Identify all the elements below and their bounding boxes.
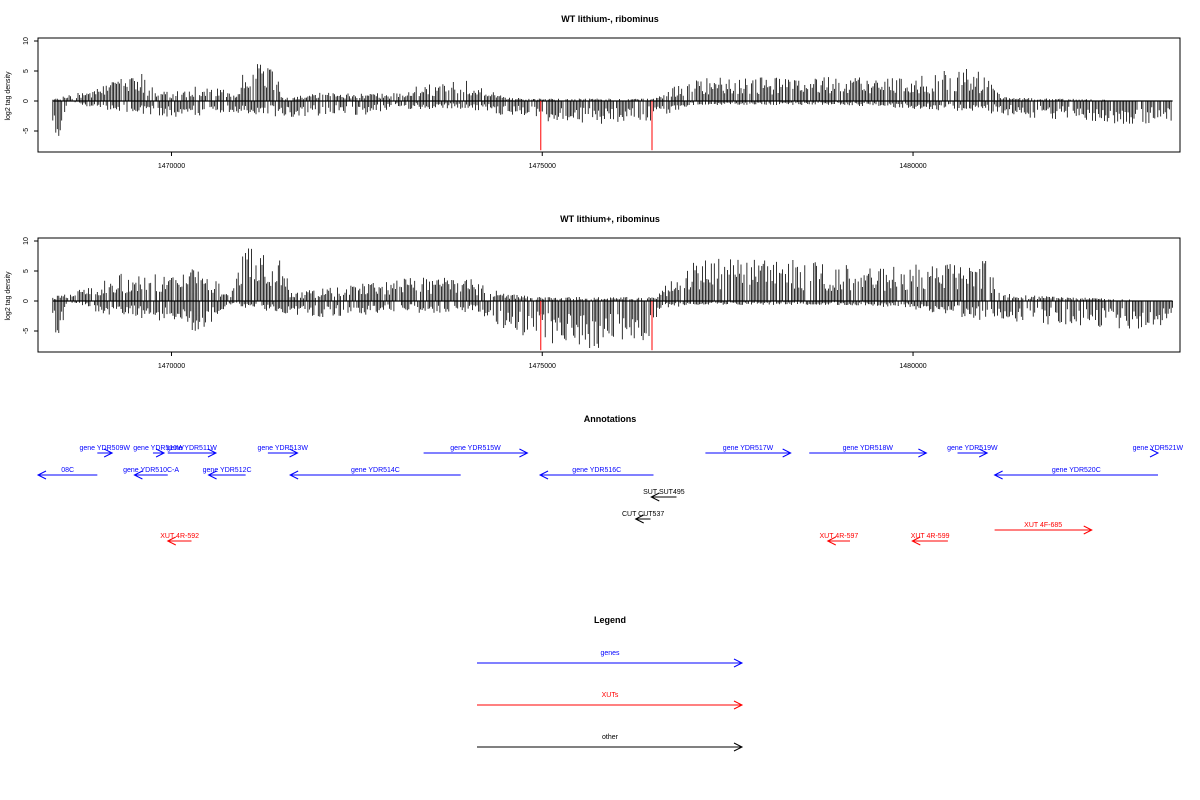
feature-label: gene YDR519W <box>947 445 998 452</box>
feature-label: 08C <box>61 467 74 474</box>
legend-arrow-xuts <box>477 700 744 710</box>
x-tick-label: 1480000 <box>899 163 926 170</box>
feature-arrow <box>957 448 989 458</box>
y-tick-label: 0 <box>23 299 30 303</box>
feature-label: XUT 4F-685 <box>1024 522 1062 529</box>
feature-arrow <box>1149 448 1160 458</box>
annotations-title: Annotations <box>584 414 637 424</box>
feature-label: gene YDR516C <box>572 467 621 474</box>
panel-2: WT lithium+, ribominus log2 tag density … <box>5 214 1181 370</box>
feature-label: CUT CUT537 <box>622 511 664 518</box>
feature-label: gene YDR517W <box>723 445 774 452</box>
x-tick-label: 1470000 <box>158 363 185 370</box>
feature-arrow <box>207 470 246 480</box>
legend-label: other <box>602 734 619 741</box>
legend-items: genes XUTs other <box>477 650 744 752</box>
chart-2-ylabel: log2 tag density <box>5 271 12 321</box>
feature-arrow <box>423 448 529 458</box>
x-tick-label: 1480000 <box>899 363 926 370</box>
density-bars <box>52 248 1173 348</box>
chart-1-axes: -5 0 5 10 1470000 1475000 1480000 <box>23 37 927 170</box>
feature-label: gene YDR520C <box>1052 467 1101 474</box>
panel-1: WT lithium-, ribominus log2 tag density … <box>5 14 1181 170</box>
feature-arrow <box>993 470 1158 480</box>
feature-label: gene YDR518W <box>843 445 894 452</box>
chart-2-plot-frame <box>37 237 1181 353</box>
y-tick-label: -5 <box>23 128 30 134</box>
feature-arrow <box>650 492 677 502</box>
feature-arrow <box>911 536 948 546</box>
feature-arrow <box>166 536 192 546</box>
legend-title: Legend <box>594 615 626 625</box>
feature-arrow <box>705 448 792 458</box>
chart-1-bars <box>52 64 1173 151</box>
x-tick-label: 1475000 <box>529 163 556 170</box>
feature-arrow <box>167 448 218 458</box>
feature-label: XUT 4R-592 <box>160 533 199 540</box>
feature-arrow <box>994 525 1093 535</box>
chart-1-ylabel: log2 tag density <box>5 71 12 121</box>
legend-arrow-genes <box>477 658 744 668</box>
feature-arrow <box>133 470 168 480</box>
feature-label: XUT 4R-597 <box>819 533 858 540</box>
legend-panel: Legend genes XUTs other <box>477 615 744 752</box>
feature-arrow <box>809 448 928 458</box>
chart-1-plot-frame <box>37 37 1181 153</box>
feature-label: XUT 4R-599 <box>911 533 950 540</box>
feature-label: gene YDR512C <box>203 467 252 474</box>
feature-arrow <box>97 448 114 458</box>
y-tick-label: 0 <box>23 99 30 103</box>
y-tick-label: 10 <box>23 37 30 45</box>
feature-label: gene YDR515W <box>450 445 501 452</box>
feature-arrow <box>267 448 299 458</box>
density-bars <box>52 64 1172 136</box>
feature-arrow <box>289 470 461 480</box>
legend-arrow-other <box>477 742 744 752</box>
feature-arrow <box>826 536 851 546</box>
chart-2-axes: -5 0 5 10 1470000 1475000 1480000 <box>23 237 927 370</box>
feature-label: gene YDR521W <box>1133 445 1184 452</box>
y-tick-label: 10 <box>23 237 30 245</box>
feature-arrow <box>634 514 651 524</box>
legend-label: genes <box>600 650 620 657</box>
feature-label: gene YDR510W <box>133 445 184 452</box>
chart-2-bars <box>52 248 1173 351</box>
y-tick-label: -5 <box>23 328 30 334</box>
feature-arrow <box>538 470 654 480</box>
feature-label: gene YDR513W <box>257 445 308 452</box>
y-tick-label: 5 <box>23 269 30 273</box>
chart-1-title: WT lithium-, ribominus <box>561 14 659 24</box>
feature-label: gene YDR514C <box>351 467 400 474</box>
feature-label: SUT SUT495 <box>643 489 685 496</box>
feature-label: gene YDR511W <box>167 445 217 452</box>
feature-label: gene YDR509W <box>80 445 131 452</box>
legend-label: XUTs <box>602 692 619 699</box>
feature-arrow <box>36 470 98 480</box>
x-tick-label: 1470000 <box>158 163 185 170</box>
feature-label: gene YDR510C-A <box>123 467 179 474</box>
annotation-features: 08C gene YDR509W gene YDR510W gene YDR510C-… <box>36 445 1184 546</box>
y-tick-label: 5 <box>23 69 30 73</box>
feature-arrow <box>152 448 166 458</box>
x-tick-label: 1475000 <box>529 363 556 370</box>
chart-2-title: WT lithium+, ribominus <box>560 214 660 224</box>
